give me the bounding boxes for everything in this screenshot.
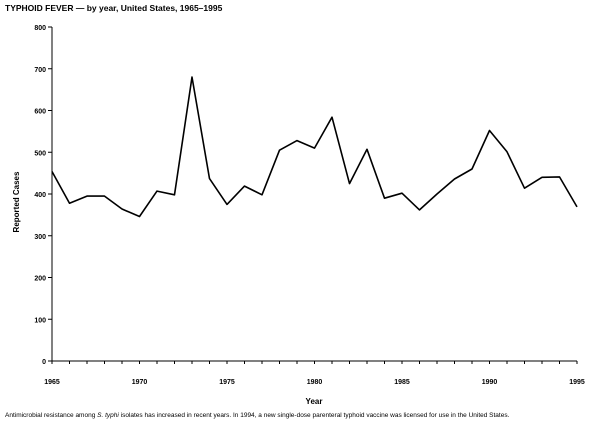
x-tick-label: 1970: [132, 379, 148, 386]
y-tick-label: 600: [34, 109, 46, 116]
y-tick-label: 800: [34, 25, 46, 32]
x-axis-ticks: 1965 1970 1975 1980 1985 1990 1995: [44, 361, 585, 386]
y-tick-label: 300: [34, 234, 46, 241]
series-line: [51, 76, 578, 218]
x-tick-label: 1975: [219, 379, 235, 386]
y-tick-label: 100: [34, 317, 46, 324]
footnote-text-start: Antimicrobial resistance among: [5, 412, 98, 419]
chart-title: TYPHOID FEVER — by year, United States, …: [5, 3, 223, 13]
footnote-text-end: isolates has increased in recent years. …: [118, 412, 510, 419]
footnote-organism: S. typhi: [97, 412, 119, 419]
chart-axes: [51, 27, 577, 362]
y-tick-label: 200: [34, 276, 46, 283]
y-tick-label: 700: [34, 67, 46, 74]
x-tick-label: 1965: [44, 379, 60, 386]
x-tick-label: 1980: [307, 379, 323, 386]
x-tick-label: 1985: [394, 379, 410, 386]
x-tick-label: 1995: [569, 379, 585, 386]
y-axis-ticks: 0 100 200 300 400 500 600 700 800: [34, 25, 52, 366]
x-tick-label: 1990: [482, 379, 498, 386]
y-tick-label: 400: [34, 192, 46, 199]
x-axis-label: Year: [306, 397, 323, 406]
footnote: Antimicrobial resistance among S. typhi …: [5, 412, 593, 420]
y-tick-label: 0: [42, 359, 46, 366]
y-axis-label: Reported Cases: [12, 171, 21, 232]
y-tick-label: 500: [34, 150, 46, 157]
